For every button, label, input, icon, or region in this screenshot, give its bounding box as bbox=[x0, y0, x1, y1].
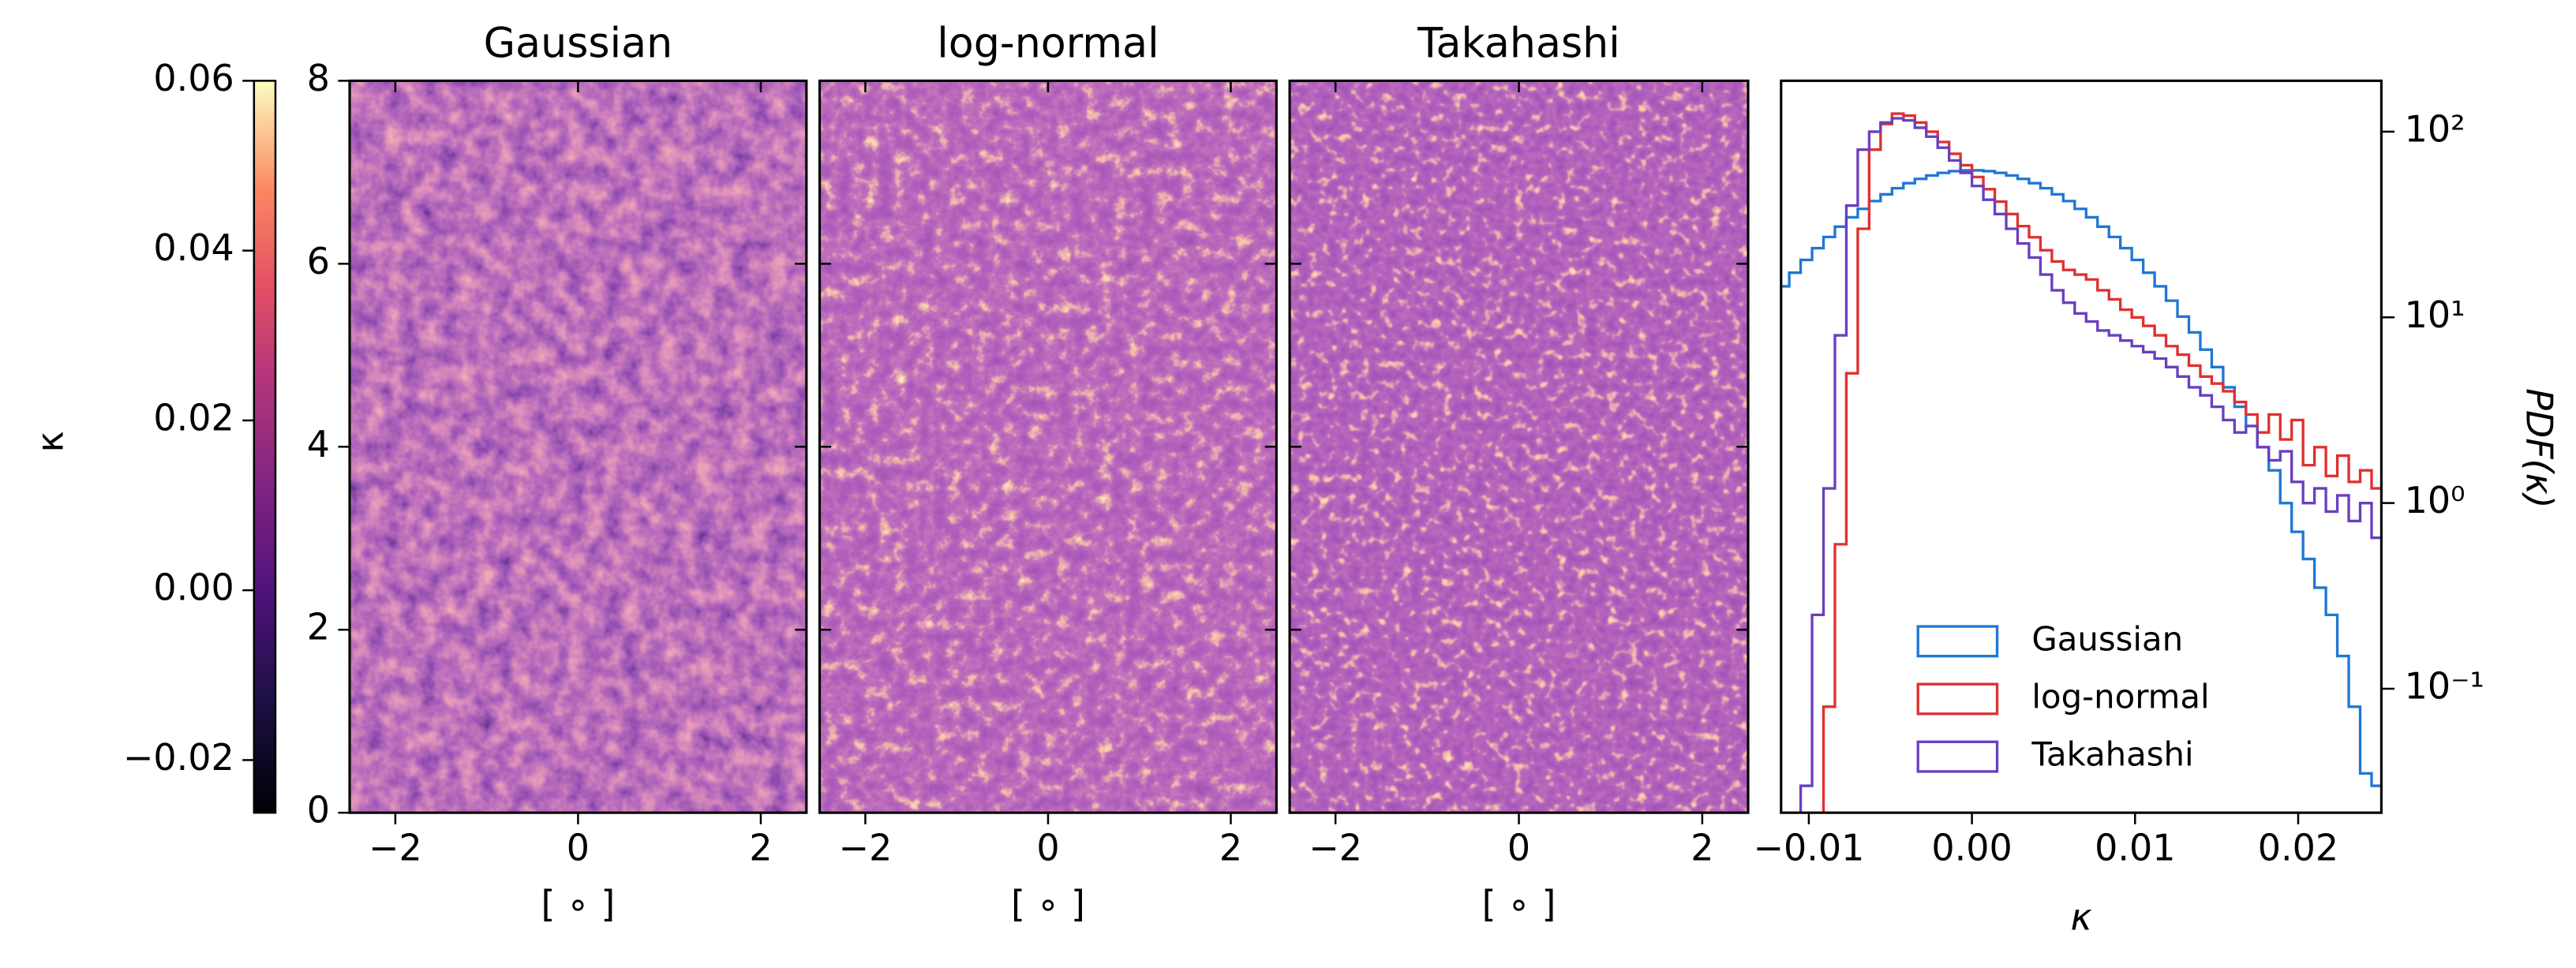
legend-swatch bbox=[1916, 740, 1999, 773]
legend-label: Gaussian bbox=[2031, 619, 2183, 658]
colorbar-tick-label: 0.06 bbox=[153, 57, 234, 99]
y-tick-label: 2 bbox=[307, 606, 330, 648]
y-tick-label: 10² bbox=[2405, 107, 2466, 150]
x-tick-label: 2 bbox=[1219, 827, 1242, 869]
x-tick-label: 0 bbox=[1507, 827, 1530, 869]
x-tick-label: −2 bbox=[839, 827, 893, 869]
x-tick-label: 2 bbox=[749, 827, 772, 869]
colorbar-tick-label: −0.02 bbox=[123, 736, 234, 779]
x-tick-label: −2 bbox=[369, 827, 422, 869]
x-axis-label: κ bbox=[2071, 895, 2092, 938]
x-axis-label: [ ∘ ] bbox=[1482, 883, 1556, 925]
x-tick-label: −2 bbox=[1309, 827, 1362, 869]
heatmap-image bbox=[819, 80, 1277, 813]
x-tick-label: 0.02 bbox=[2258, 827, 2338, 869]
colorbar bbox=[253, 80, 277, 814]
legend-swatch bbox=[1916, 682, 1999, 716]
histogram-step bbox=[1780, 169, 2382, 787]
x-tick-label: 0 bbox=[567, 827, 590, 869]
x-tick-label: 2 bbox=[1690, 827, 1713, 869]
x-axis-label: [ ∘ ] bbox=[1011, 883, 1085, 925]
colorbar-label: κ bbox=[28, 431, 71, 452]
colorbar-tick-label: 0.02 bbox=[153, 396, 234, 439]
plot-frame bbox=[1780, 79, 2383, 814]
legend-swatch bbox=[1916, 625, 1999, 658]
x-tick-label: 0.01 bbox=[2095, 827, 2175, 869]
panel-title: Gaussian bbox=[484, 21, 673, 68]
panel-title: log-normal bbox=[937, 21, 1159, 68]
y-tick-label: 10¹ bbox=[2405, 293, 2466, 336]
x-tick-label: 0 bbox=[1036, 827, 1059, 869]
x-tick-label: −0.01 bbox=[1753, 827, 1864, 869]
histogram-step bbox=[1799, 117, 2382, 813]
y-tick-label: 6 bbox=[307, 240, 330, 282]
y-tick-label: 10⁰ bbox=[2405, 479, 2466, 521]
y-tick-label: 8 bbox=[307, 57, 330, 99]
colorbar-tick-label: 0.04 bbox=[153, 226, 234, 269]
x-tick-label: 0.00 bbox=[1931, 827, 2012, 869]
y-axis-label: PDF(κ) bbox=[2518, 388, 2560, 509]
heatmap-image bbox=[1290, 80, 1748, 813]
legend-label: Takahashi bbox=[2031, 735, 2193, 774]
histogram-lines bbox=[1780, 112, 2382, 813]
x-axis-label: [ ∘ ] bbox=[541, 883, 615, 925]
panel-title: Takahashi bbox=[1417, 21, 1619, 68]
legend-label: log-normal bbox=[2031, 677, 2209, 716]
y-tick-label: 4 bbox=[307, 423, 330, 465]
colorbar-tick-label: 0.00 bbox=[153, 566, 234, 609]
y-tick-label: 10⁻¹ bbox=[2405, 665, 2484, 708]
y-tick-label: 0 bbox=[307, 789, 330, 832]
heatmap-image bbox=[350, 80, 807, 813]
